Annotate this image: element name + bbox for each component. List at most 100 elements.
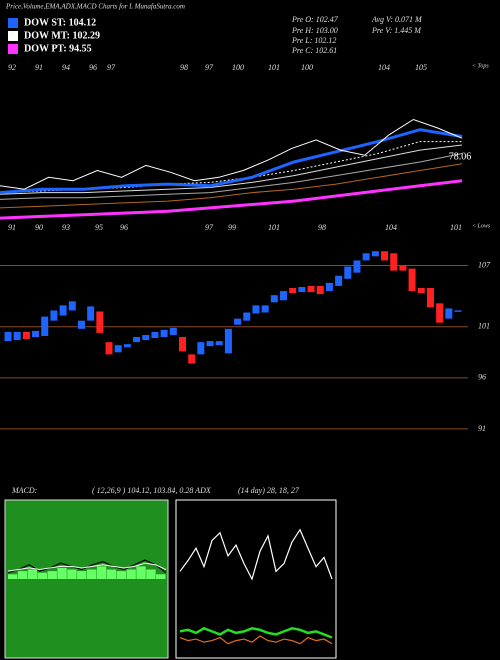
candle <box>399 265 407 271</box>
candle <box>96 311 104 333</box>
stat: Pre H: 103.00 <box>291 26 338 35</box>
candle <box>50 310 58 321</box>
histogram-bar <box>47 571 57 579</box>
adx-params: (14 day) 28, 18, 27 <box>238 486 300 495</box>
candle <box>68 301 76 311</box>
histogram-bar <box>77 571 87 579</box>
line <box>179 635 333 645</box>
candle <box>353 260 361 273</box>
candle <box>298 286 306 293</box>
candle <box>169 327 177 335</box>
low-label: 99 <box>228 223 236 232</box>
candle <box>390 253 398 271</box>
candle <box>123 344 131 348</box>
line <box>179 528 333 581</box>
line <box>0 144 463 195</box>
low-label: 91 <box>8 223 16 232</box>
candle <box>408 268 416 292</box>
candle <box>41 316 49 336</box>
candle <box>224 328 232 354</box>
histogram-bar <box>126 569 136 579</box>
stat: Pre C: 102.61 <box>291 46 337 55</box>
low-label: 101 <box>450 223 462 232</box>
low-label: 95 <box>95 223 103 232</box>
low-label: 104 <box>385 223 397 232</box>
top-label: 101 <box>268 63 280 72</box>
adx-panel <box>175 499 337 659</box>
histogram-bar <box>136 566 146 579</box>
histogram-bar <box>106 569 117 579</box>
low-label: 96 <box>120 223 128 232</box>
candle <box>252 305 260 314</box>
candle <box>426 288 434 308</box>
top-label: 105 <box>415 63 427 72</box>
top-label: 97 <box>205 63 214 72</box>
legend-swatch <box>8 31 18 41</box>
candle <box>133 337 141 343</box>
line <box>0 153 463 200</box>
candle <box>335 275 343 286</box>
candle <box>77 320 85 329</box>
candle <box>280 291 288 301</box>
line <box>0 179 463 220</box>
candle <box>188 354 196 364</box>
histogram-bar <box>37 572 47 579</box>
candle <box>243 312 251 321</box>
candle <box>206 341 214 347</box>
histogram-bar <box>57 567 67 579</box>
top-label: 91 <box>35 63 43 72</box>
candle <box>325 282 333 292</box>
last-value-label: 78.06 <box>449 151 472 162</box>
candle <box>142 334 150 341</box>
candle <box>32 330 40 338</box>
candle <box>344 266 352 279</box>
line <box>0 128 463 195</box>
y-tick-label: 101 <box>478 322 490 331</box>
candle <box>215 341 223 346</box>
candle <box>436 303 444 323</box>
top-label: 98 <box>180 63 188 72</box>
line <box>0 118 463 190</box>
legend-swatch <box>8 44 18 54</box>
top-label: 96 <box>89 63 97 72</box>
histogram-bar <box>67 569 77 579</box>
candle <box>105 342 113 355</box>
candle <box>270 295 278 303</box>
histogram-bar <box>146 569 156 579</box>
candle <box>197 342 205 355</box>
stat: Pre L: 102.12 <box>291 36 336 45</box>
macd-title: MACD: <box>11 486 38 495</box>
low-label: 101 <box>268 223 280 232</box>
candle <box>22 331 30 340</box>
macd-params: ( 12,26,9 ) 104.12, 103.84, 0.28 ADX <box>92 486 212 495</box>
stat: Pre O: 102.47 <box>291 15 339 24</box>
line <box>0 163 463 209</box>
line <box>7 562 167 572</box>
candle <box>289 288 297 294</box>
stat: Pre V: 1.445 M <box>371 26 422 35</box>
candle <box>87 306 95 321</box>
candle <box>151 331 159 339</box>
histogram-bar <box>116 571 126 579</box>
candle <box>417 288 425 294</box>
candle <box>234 318 242 325</box>
stat: Avg V: 0.071 M <box>371 15 423 24</box>
histogram-bar <box>27 569 38 579</box>
candle <box>178 337 186 352</box>
top-label: 94 <box>62 63 70 72</box>
legend-label: DOW PT: 94.55 <box>24 43 92 54</box>
y-tick-label: 107 <box>478 260 491 269</box>
candle <box>160 329 168 338</box>
legend-swatch <box>8 18 18 28</box>
histogram-bar <box>17 571 28 579</box>
top-label: 104 <box>378 63 390 72</box>
histogram-bar <box>8 574 18 579</box>
top-label: 92 <box>8 63 16 72</box>
line <box>179 626 333 639</box>
y-tick-label: 96 <box>478 373 486 382</box>
histogram-bar <box>156 574 166 579</box>
candle <box>307 285 315 293</box>
candle <box>371 251 379 257</box>
histogram-bar <box>96 566 107 579</box>
